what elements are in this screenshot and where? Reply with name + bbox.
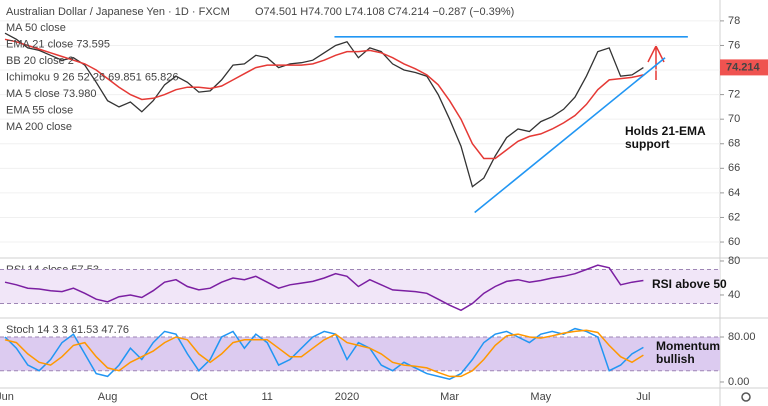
arrow [647,44,665,80]
y-tick-label: 80 [728,255,740,267]
x-tick-label: 11 [261,391,272,403]
trend-line [474,57,666,214]
indicator-label: MA 50 close [6,22,66,34]
band [0,269,720,304]
y-tick-label: 0.00 [728,376,749,388]
x-tick-label: Jul [636,391,650,403]
series-line [4,264,644,312]
y-tick-label: 60 [728,236,740,248]
y-tick-label: 66 [728,162,740,174]
last-price-label: 74.214 [726,61,761,73]
annotation: bullish [656,352,695,366]
y-tick-label: 78 [728,15,740,27]
annotation: Momentum [656,339,720,353]
indicator-label: EMA 21 close 73.595 [6,38,110,50]
ohlc: O74.501 H74.700 L74.108 C74.214 −0.287 (… [255,6,514,18]
indicator-label: Ichimoku 9 26 52 26 69.851 65.826 [6,71,178,83]
settings-icon[interactable] [741,392,751,402]
x-tick-label: Oct [190,391,207,403]
x-tick-label: Mar [440,391,459,403]
series-line [4,329,644,378]
indicator-label: MA 5 close 73.980 [6,88,97,100]
x-tick-label: Jun [0,391,14,403]
y-tick-label: 76 [728,39,740,51]
indicator-label: EMA 55 close [6,104,73,116]
annotation: RSI above 50 [652,277,727,291]
y-tick-label: 68 [728,138,740,150]
series-line [4,32,644,188]
indicator-label: BB 20 close 2 [6,55,74,67]
x-tick-label: Aug [98,391,118,403]
panel-label: Stoch 14 3 3 61.53 47.76 [6,324,129,336]
x-tick-label: May [530,391,551,403]
band [0,337,720,371]
annotation: Holds 21-EMA [625,124,706,138]
x-tick-label: 2020 [335,391,359,403]
chart-title: Australian Dollar / Japanese Yen · 1D · … [6,6,230,18]
y-tick-label: 40 [728,289,740,301]
series-line [4,38,644,160]
y-tick-label: 72 [728,89,740,101]
y-tick-label: 70 [728,113,740,125]
last-price-tag [720,59,768,76]
indicator-label: MA 200 close [6,121,72,133]
y-tick-label: 62 [728,211,740,223]
annotation: support [625,137,670,151]
y-tick-label: 80.00 [728,331,756,343]
y-tick-label: 64 [728,187,740,199]
